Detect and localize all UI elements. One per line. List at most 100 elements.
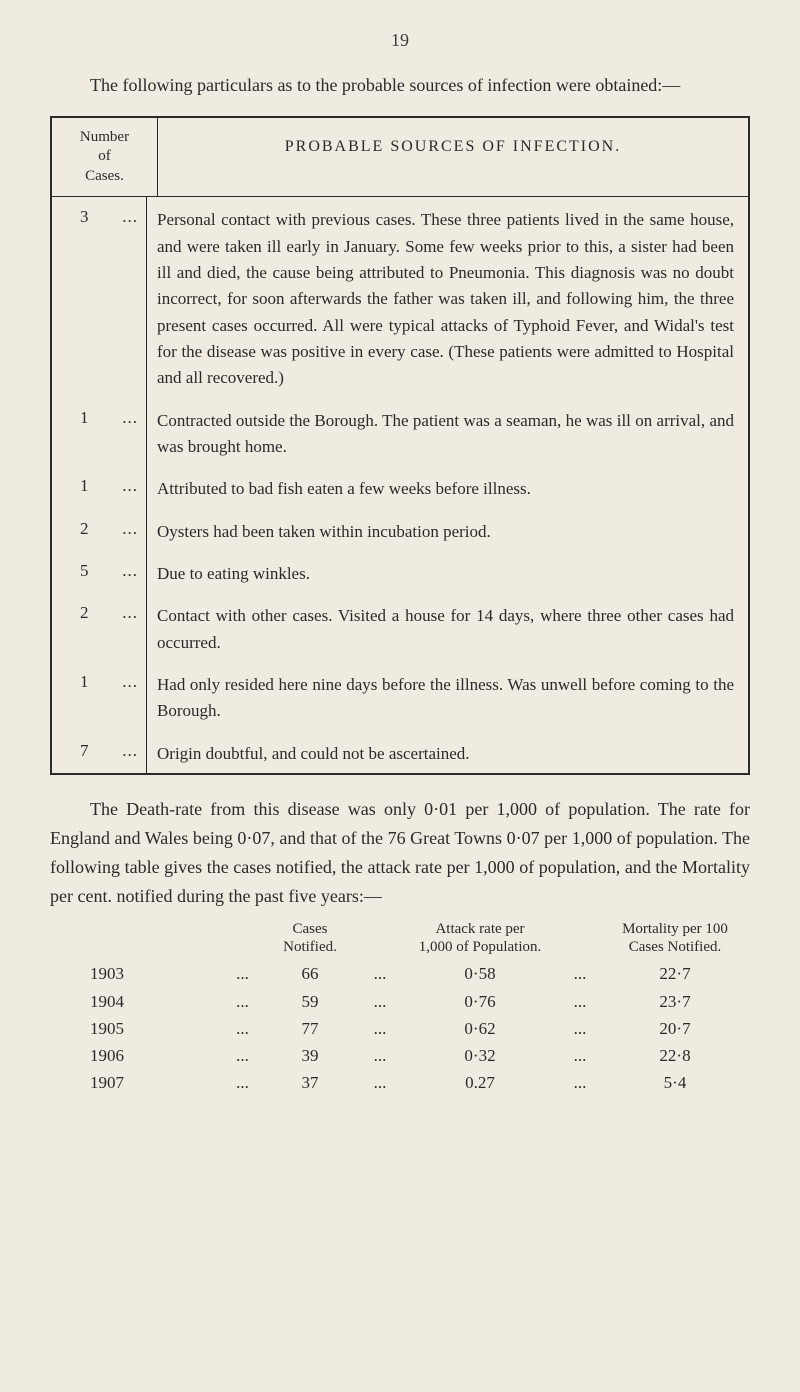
ellipsis: ...: [220, 1015, 265, 1042]
stats-cases: 77: [265, 1015, 355, 1042]
stats-mortality: 22·8: [605, 1042, 745, 1069]
ellipsis: ...: [220, 1042, 265, 1069]
stats-cases: 66: [265, 960, 355, 987]
cell-number: 5...: [52, 551, 147, 593]
page-container: 19 The following particulars as to the p…: [0, 0, 800, 1126]
stats-year: 1904: [50, 988, 220, 1015]
table-row: 1...Contracted outside the Borough. The …: [52, 398, 748, 467]
table-row: 1...Attributed to bad fish eaten a few w…: [52, 466, 748, 508]
stats-row: 1906...39...0·32...22·8: [50, 1042, 750, 1069]
cell-number: 1...: [52, 662, 147, 731]
ellipsis: ...: [122, 207, 138, 397]
cell-description: Contact with other cases. Visited a hous…: [147, 593, 748, 662]
table-row: 2...Oysters had been taken within incuba…: [52, 509, 748, 551]
ellipsis: ...: [555, 1015, 605, 1042]
stats-body: 1903...66...0·58...22·71904...59...0·76.…: [50, 960, 750, 1096]
cell-number: 7...: [52, 731, 147, 773]
table-row: 1...Had only resided here nine days befo…: [52, 662, 748, 731]
table-row: 7...Origin doubtful, and could not be as…: [52, 731, 748, 773]
stats-header-mortality-l1: Mortality per 100: [622, 921, 728, 937]
table-header-row: Number of Cases. PROBABLE SOURCES OF INF…: [52, 118, 748, 198]
ellipsis: ...: [555, 1069, 605, 1096]
stats-table: Cases Notified. Attack rate per 1,000 of…: [50, 920, 750, 1096]
cell-number: 1...: [52, 398, 147, 467]
stats-header-spacer: [220, 920, 265, 956]
case-count: 7: [60, 741, 89, 773]
stats-attack: 0·62: [405, 1015, 555, 1042]
ellipsis: ...: [220, 960, 265, 987]
case-count: 1: [60, 672, 89, 731]
stats-mortality: 5·4: [605, 1069, 745, 1096]
header-left-line2: of: [98, 148, 111, 164]
stats-mortality: 22·7: [605, 960, 745, 987]
ellipsis: ...: [355, 1015, 405, 1042]
stats-header-attack-l2: 1,000 of Population.: [419, 939, 542, 955]
cell-number: 2...: [52, 593, 147, 662]
stats-row: 1903...66...0·58...22·7: [50, 960, 750, 987]
stats-row: 1905...77...0·62...20·7: [50, 1015, 750, 1042]
ellipsis: ...: [122, 408, 138, 467]
stats-year: 1903: [50, 960, 220, 987]
header-number-of-cases: Number of Cases.: [52, 118, 158, 197]
ellipsis: ...: [555, 960, 605, 987]
stats-header-cases: Cases Notified.: [265, 920, 355, 956]
stats-attack: 0.27: [405, 1069, 555, 1096]
ellipsis: ...: [220, 988, 265, 1015]
case-count: 2: [60, 603, 89, 662]
ellipsis: ...: [122, 741, 138, 773]
case-count: 3: [60, 207, 89, 397]
conclusion-paragraph: The Death-rate from this disease was onl…: [50, 795, 750, 910]
table-body: 3...Personal contact with previous cases…: [52, 197, 748, 773]
cell-description: Origin doubtful, and could not be ascert…: [147, 731, 748, 773]
header-probable-sources: PROBABLE SOURCES OF INFECTION.: [158, 118, 748, 197]
stats-header-cases-l1: Cases: [293, 921, 328, 937]
stats-mortality: 20·7: [605, 1015, 745, 1042]
ellipsis: ...: [355, 960, 405, 987]
stats-mortality: 23·7: [605, 988, 745, 1015]
header-left-line1: Number: [80, 129, 129, 145]
page-number: 19: [50, 30, 750, 51]
stats-header-attack-l1: Attack rate per: [435, 921, 524, 937]
stats-year: 1906: [50, 1042, 220, 1069]
stats-header-cases-l2: Notified.: [283, 939, 337, 955]
case-count: 1: [60, 408, 89, 467]
stats-header-row: Cases Notified. Attack rate per 1,000 of…: [50, 920, 750, 956]
table-row: 2...Contact with other cases. Visited a …: [52, 593, 748, 662]
stats-cases: 59: [265, 988, 355, 1015]
stats-cases: 39: [265, 1042, 355, 1069]
stats-header-mortality: Mortality per 100 Cases Notified.: [605, 920, 745, 956]
cell-description: Due to eating winkles.: [147, 551, 748, 593]
case-count: 5: [60, 561, 89, 593]
stats-cases: 37: [265, 1069, 355, 1096]
ellipsis: ...: [122, 519, 138, 551]
ellipsis: ...: [122, 476, 138, 508]
stats-attack: 0·58: [405, 960, 555, 987]
stats-year: 1905: [50, 1015, 220, 1042]
stats-year: 1907: [50, 1069, 220, 1096]
stats-attack: 0·76: [405, 988, 555, 1015]
stats-header-spacer: [555, 920, 605, 956]
cell-description: Personal contact with previous cases. Th…: [147, 197, 748, 397]
stats-header-spacer: [355, 920, 405, 956]
ellipsis: ...: [355, 1042, 405, 1069]
header-left-line3: Cases.: [85, 168, 124, 184]
cell-number: 2...: [52, 509, 147, 551]
stats-header-year-spacer: [50, 920, 220, 956]
stats-header-mortality-l2: Cases Notified.: [629, 939, 721, 955]
intro-paragraph: The following particulars as to the prob…: [50, 71, 750, 100]
ellipsis: ...: [220, 1069, 265, 1096]
ellipsis: ...: [122, 672, 138, 731]
cell-description: Attributed to bad fish eaten a few weeks…: [147, 466, 748, 508]
table-row: 5...Due to eating winkles.: [52, 551, 748, 593]
stats-header-attack: Attack rate per 1,000 of Population.: [405, 920, 555, 956]
stats-attack: 0·32: [405, 1042, 555, 1069]
case-count: 2: [60, 519, 89, 551]
ellipsis: ...: [555, 1042, 605, 1069]
ellipsis: ...: [355, 988, 405, 1015]
cell-number: 3...: [52, 197, 147, 397]
cell-number: 1...: [52, 466, 147, 508]
ellipsis: ...: [122, 603, 138, 662]
ellipsis: ...: [355, 1069, 405, 1096]
table-row: 3...Personal contact with previous cases…: [52, 197, 748, 397]
cell-description: Had only resided here nine days before t…: [147, 662, 748, 731]
